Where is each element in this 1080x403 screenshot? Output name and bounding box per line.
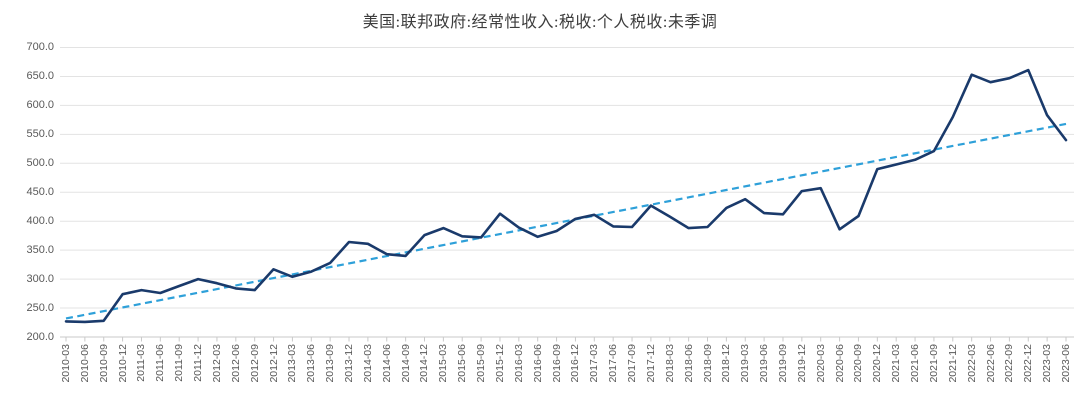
x-axis-label: 2011-12 (192, 344, 205, 382)
x-axis-label: 2022-06 (984, 344, 997, 383)
chart-title: 美国:联邦政府:经常性收入:税收:个人税收:未季调 (362, 14, 718, 31)
x-axis-label: 2022-09 (1003, 344, 1016, 383)
x-axis-label: 2011-03 (135, 344, 148, 382)
x-axis-label: 2017-03 (588, 344, 601, 383)
x-axis-label: 2018-12 (720, 344, 733, 383)
x-axis-label: 2015-12 (493, 344, 506, 383)
x-axis-label: 2016-03 (512, 344, 525, 383)
x-axis-label: 2010-09 (97, 344, 110, 383)
x-axis-label: 2022-03 (965, 344, 978, 383)
x-axis-label: 2011-06 (154, 344, 167, 382)
x-axis-label: 2022-12 (1022, 344, 1035, 383)
trend-line (65, 122, 1067, 320)
x-axis-label: 2015-09 (475, 344, 488, 383)
series-line (64, 68, 1068, 324)
y-axis-label: 500.0 (26, 156, 54, 169)
x-axis-label: 2010-06 (78, 344, 91, 383)
x-axis-label: 2021-03 (890, 344, 903, 383)
x-axis-label: 2012-09 (248, 344, 261, 383)
x-axis-label: 2013-06 (305, 344, 318, 383)
x-axis-label: 2017-12 (644, 344, 657, 383)
x-axis-label: 2011-09 (173, 344, 186, 382)
x-axis-label: 2013-12 (343, 344, 356, 383)
x-axis-label: 2017-09 (626, 344, 639, 383)
x-axis-label: 2020-03 (814, 344, 827, 383)
x-axis-label: 2015-03 (437, 344, 450, 383)
x-axis-label: 2021-12 (946, 344, 959, 383)
x-axis-label: 2012-03 (210, 344, 223, 383)
y-axis-label: 650.0 (26, 69, 54, 82)
y-axis-label: 350.0 (26, 243, 54, 256)
y-axis-label: 700.0 (26, 41, 54, 53)
y-axis-label: 600.0 (26, 98, 54, 111)
x-axis-label: 2017-06 (607, 344, 620, 383)
x-axis-label: 2016-12 (569, 344, 582, 383)
y-axis-label: 400.0 (26, 214, 54, 227)
x-axis-label: 2019-12 (795, 344, 808, 383)
x-axis-label: 2016-06 (531, 344, 544, 383)
x-axis-label: 2014-03 (361, 344, 374, 383)
x-axis-label: 2010-03 (60, 344, 72, 383)
x-axis-label: 2019-06 (758, 344, 771, 383)
x-axis-label: 2023-03 (1041, 344, 1054, 383)
x-axis-label: 2019-03 (739, 344, 752, 383)
x-axis-label: 2015-06 (456, 344, 469, 383)
x-axis-label: 2018-03 (663, 344, 676, 383)
x-axis-label: 2014-09 (399, 344, 412, 383)
y-axis-label: 550.0 (26, 127, 54, 140)
y-axis-label: 450.0 (26, 185, 54, 198)
x-axis-label: 2014-06 (380, 344, 393, 383)
x-axis-label: 2014-12 (418, 344, 431, 383)
x-axis-label: 2013-09 (324, 344, 337, 383)
y-axis-label: 250.0 (26, 301, 54, 314)
y-axis-label: 300.0 (26, 272, 54, 285)
x-axis-label: 2020-06 (833, 344, 846, 383)
x-axis-label: 2018-06 (682, 344, 695, 383)
x-axis-label: 2018-09 (701, 344, 714, 383)
x-axis-label: 2020-12 (871, 344, 884, 383)
x-axis-label: 2012-12 (267, 344, 280, 383)
x-axis-label: 2010-12 (116, 344, 129, 383)
x-axis-label: 2012-06 (229, 344, 242, 383)
x-axis-label: 2020-09 (852, 344, 865, 383)
y-axis-label: 200.0 (26, 330, 54, 343)
x-axis-label: 2013-03 (286, 344, 299, 383)
x-axis-label: 2021-06 (909, 344, 922, 383)
x-axis-label: 2019-09 (776, 344, 789, 383)
x-axis-label: 2021-09 (927, 344, 940, 383)
x-axis-label: 2016-09 (550, 344, 563, 383)
x-axis-label: 2023-06 (1060, 344, 1072, 383)
